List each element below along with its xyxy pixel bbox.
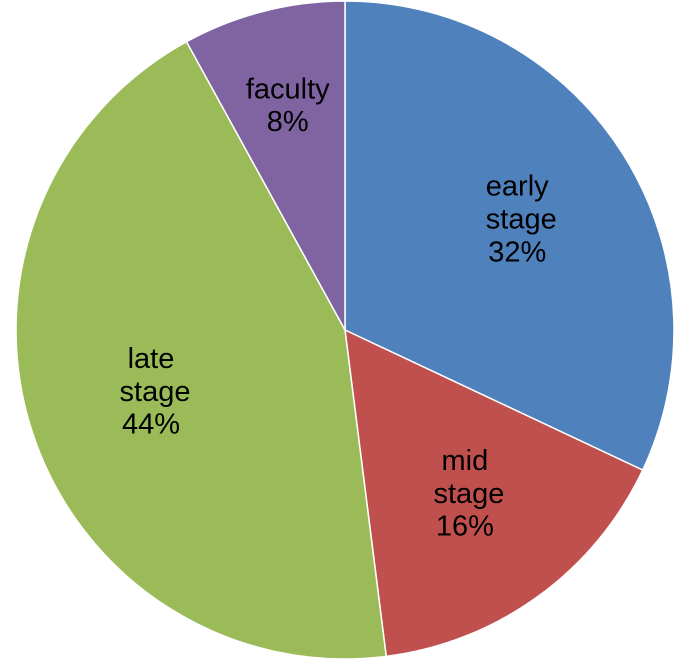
- pie-slice: [344, 328, 644, 658]
- slice-value-label: 8%: [267, 106, 309, 138]
- slice-value-label: 32%: [488, 236, 546, 268]
- slice-value-label: 16%: [436, 511, 494, 543]
- pie-slice: [185, 0, 346, 331]
- slice-value-label: 44%: [122, 409, 180, 441]
- slice-category-label: late stage: [112, 343, 191, 408]
- pie-slice: [15, 40, 388, 660]
- slice-category-label: mid stage: [425, 445, 504, 510]
- slice-category-label: early stage: [478, 170, 557, 235]
- slice-category-label: faculty: [246, 73, 330, 105]
- pie-slice: [344, 0, 675, 472]
